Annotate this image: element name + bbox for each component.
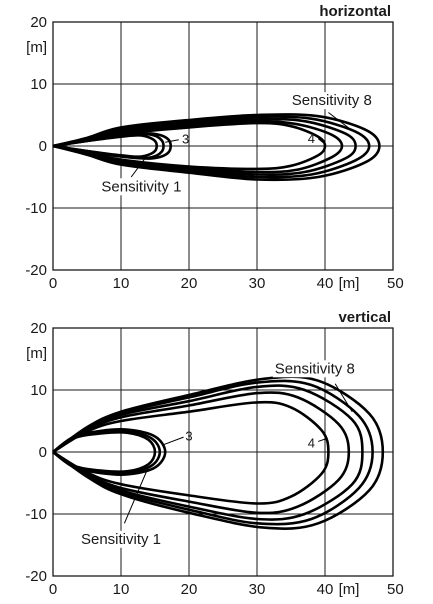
y-unit-label: [m] [26, 345, 47, 362]
annotation-leader [163, 436, 184, 446]
annotation-leader [130, 153, 149, 178]
x-tick-label: 30 [249, 275, 266, 292]
annotation-leader [328, 112, 350, 129]
x-tick-label: 50 [387, 581, 404, 598]
panel-title: vertical [338, 309, 391, 326]
annotation-label: 4 [308, 131, 315, 146]
sensitivity-curve-3 [52, 132, 172, 160]
sensitivity-curve-8 [52, 375, 385, 530]
vertical-panel: 20 10 0 -10 -20 [m] 0 10 20 30 40 50 [m] vertical Sens… [25, 309, 403, 598]
y-unit-label: [m] [26, 39, 47, 56]
annotation-leader [123, 467, 149, 524]
annotation-leader [317, 138, 326, 145]
x-tick-label: 30 [249, 581, 266, 598]
y-tick-label: -10 [25, 506, 47, 523]
x-tick-label: 20 [181, 275, 198, 292]
y-tick-label: 0 [39, 444, 47, 461]
annotation-background [289, 92, 374, 110]
x-tick-label: 10 [113, 581, 130, 598]
sensitivity-curve-7 [52, 379, 374, 526]
y-tick-label: 20 [30, 320, 47, 337]
y-tick-label: 20 [30, 14, 47, 31]
annotation-background [272, 360, 357, 378]
sensitivity-curve-4 [52, 400, 330, 505]
annotation-label: Sensitivity 1 [101, 178, 181, 195]
x-tick-label: 0 [49, 581, 57, 598]
curves [52, 375, 385, 530]
sensitivity-curve-6 [52, 384, 364, 521]
annotation-label: Sensitivity 8 [292, 92, 372, 109]
y-tick-label: -20 [25, 262, 47, 279]
y-tick-label: -10 [25, 200, 47, 217]
annotation-label: 3 [182, 132, 189, 147]
sensitivity-curve-8 [52, 113, 381, 182]
x-tick-label: 40 [317, 581, 334, 598]
x-unit-label: [m] [339, 581, 360, 598]
annotation-label: Sensitivity 8 [275, 360, 355, 377]
y-tick-label: 0 [39, 138, 47, 155]
x-tick-label: 10 [113, 275, 130, 292]
annotation-label: 4 [308, 436, 315, 451]
curves [52, 113, 381, 182]
sensitivity-curve-3 [52, 427, 167, 477]
x-unit-label: [m] [339, 275, 360, 292]
horizontal-panel: 20 10 0 -10 -20 [m] 0 10 20 30 40 50 [m] horizontal Se… [25, 3, 403, 292]
annotation-background [78, 530, 164, 548]
annotation-leader [318, 437, 328, 442]
annotation-label: 3 [185, 428, 192, 443]
annotation-background [99, 178, 184, 196]
y-tick-label: 10 [30, 76, 47, 93]
annotation-label: Sensitivity 1 [81, 531, 161, 548]
x-tick-label: 20 [181, 581, 198, 598]
sensitivity-curve-7 [52, 115, 371, 179]
sensitivity-curve-5 [52, 391, 351, 515]
annotation-leader [165, 139, 179, 143]
x-tick-label: 50 [387, 275, 404, 292]
x-tick-label: 0 [49, 275, 57, 292]
y-tick-label: 10 [30, 382, 47, 399]
x-tick-label: 40 [317, 275, 334, 292]
annotation-leader [334, 383, 353, 412]
y-tick-label: -20 [25, 568, 47, 585]
panel-title: horizontal [319, 3, 391, 20]
